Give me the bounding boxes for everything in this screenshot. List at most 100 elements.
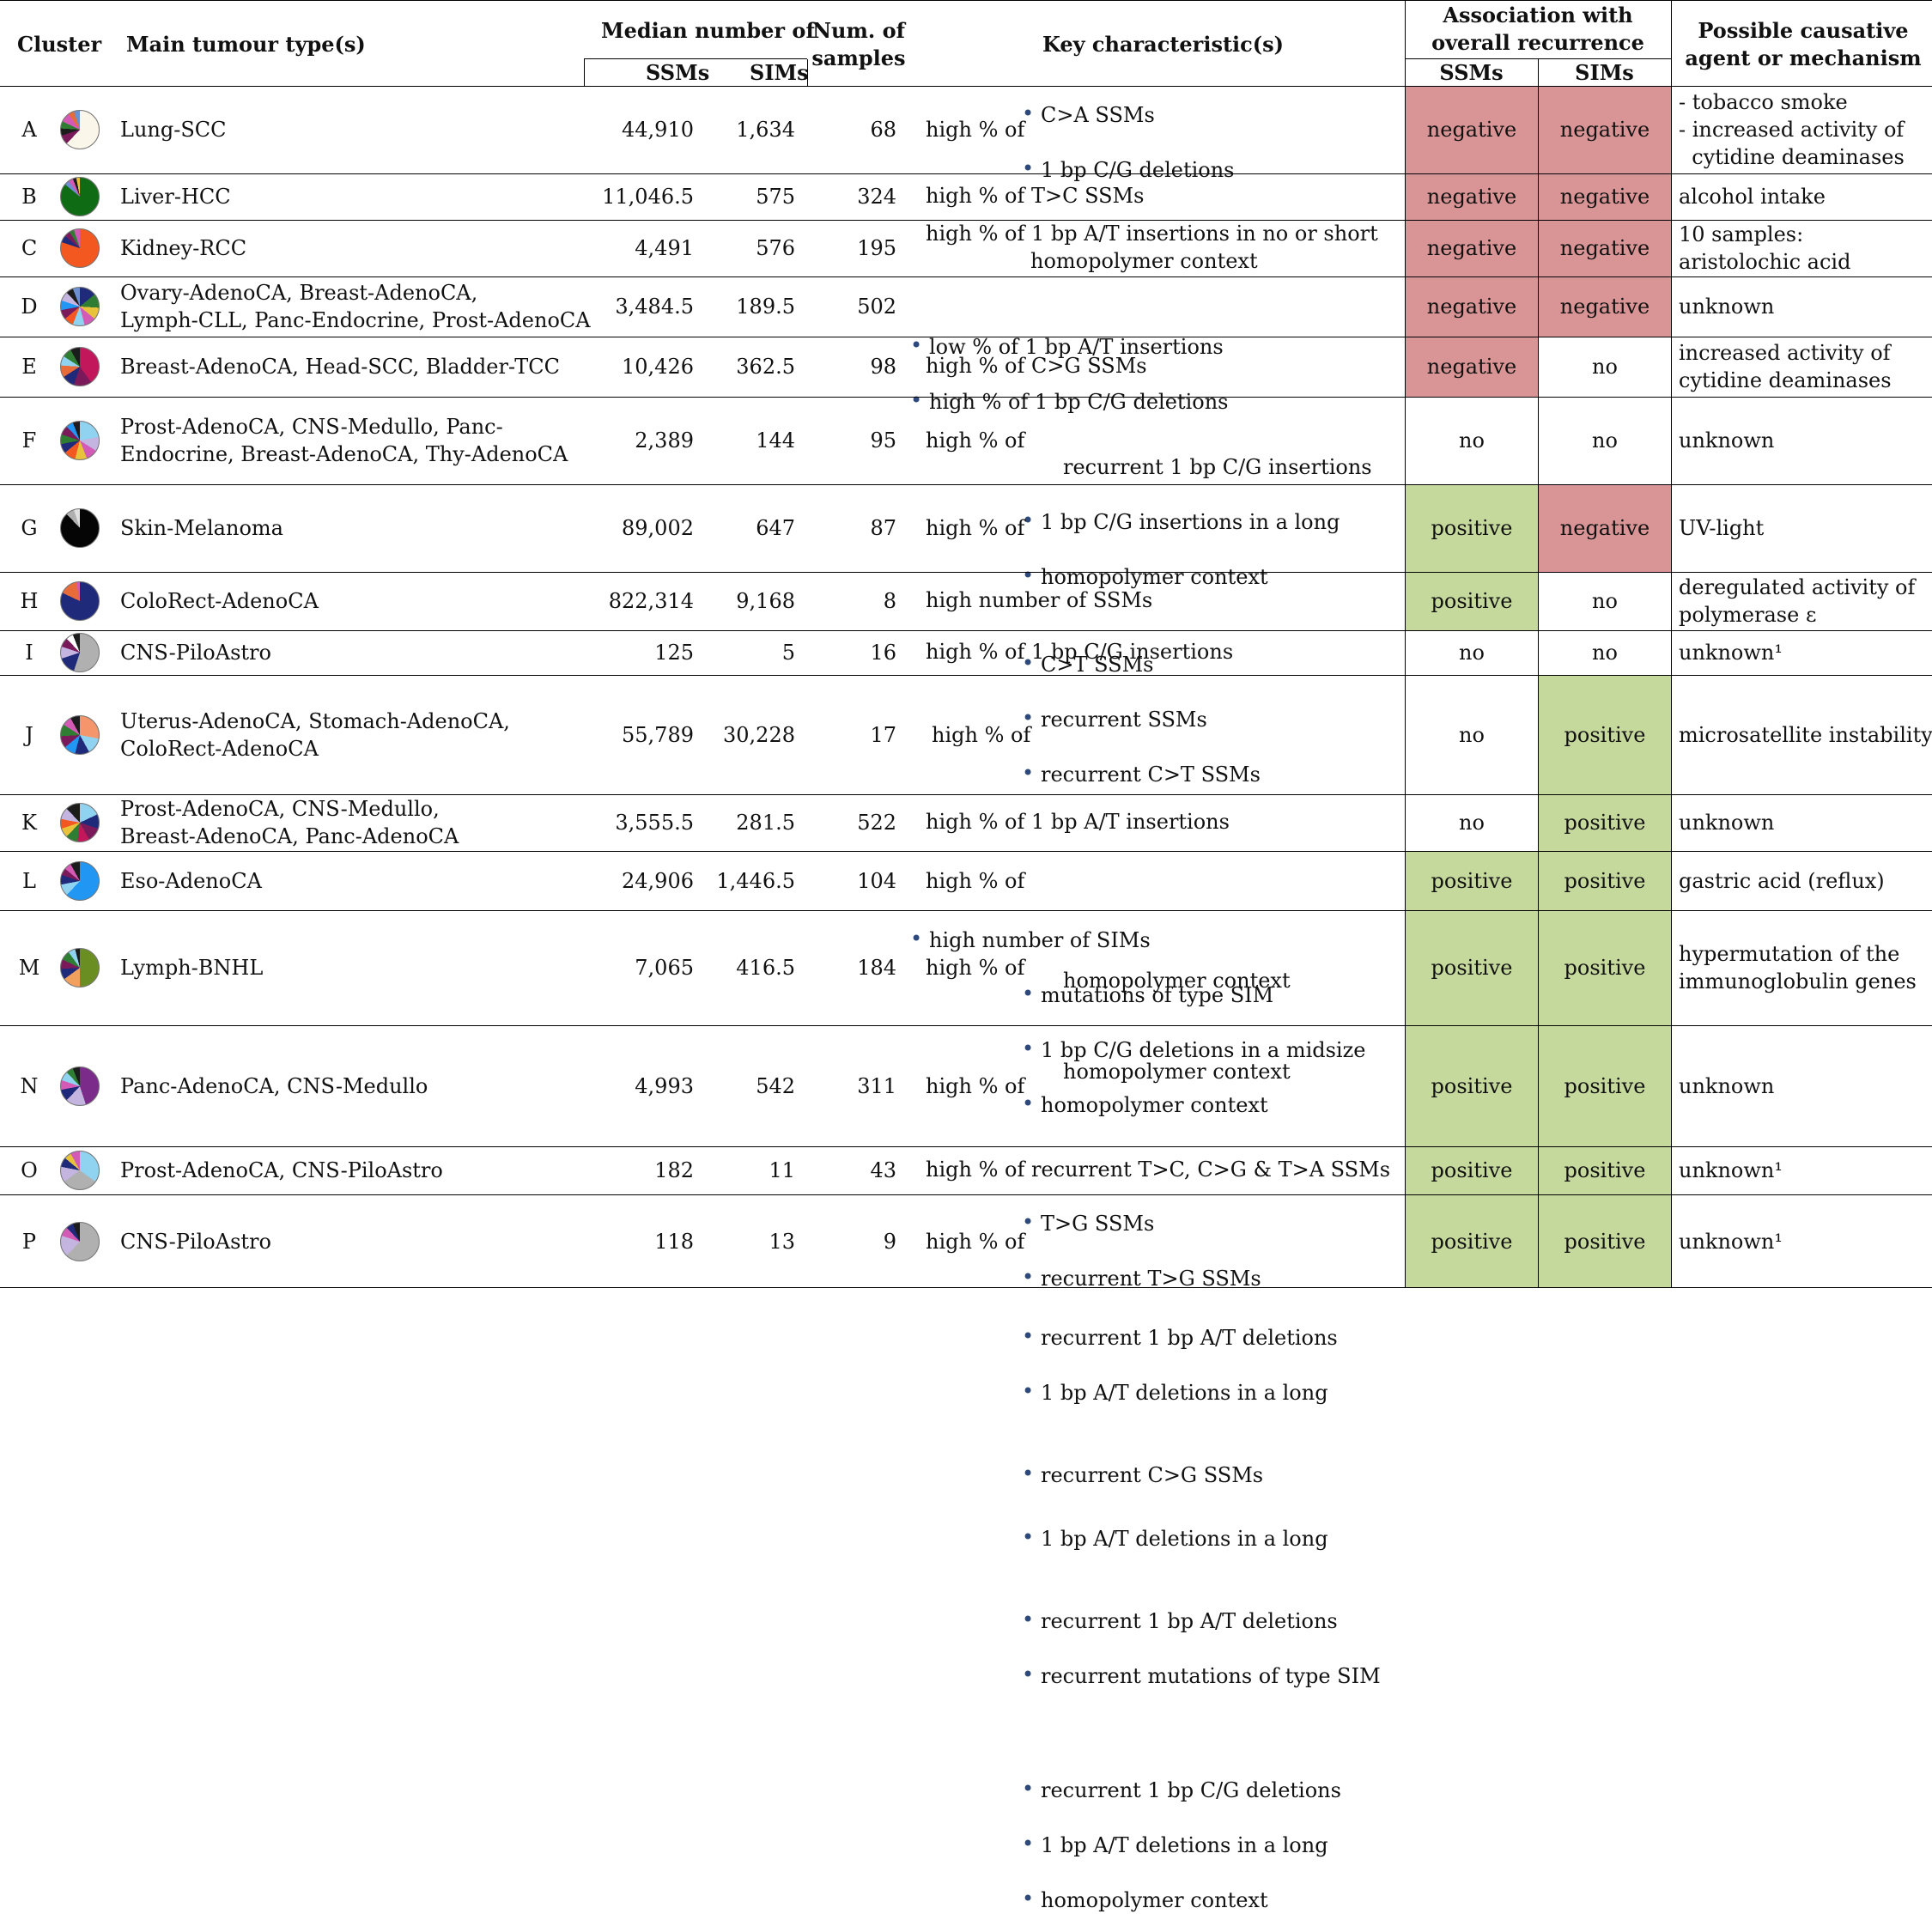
median-sims: 542 <box>756 1073 795 1098</box>
tumour-type-text: Kidney-RCC <box>120 236 247 260</box>
cause-text: UV-light <box>1679 516 1765 540</box>
assoc-ssm-label: positive <box>1431 1229 1513 1254</box>
row-rule <box>0 910 1932 911</box>
num-samples: 9 <box>883 1229 896 1254</box>
key-characteristic: high % of recurrent T>C, C>G & T>A SSMs <box>926 1158 1391 1182</box>
tumour-type-text: Prost-AdenoCA, CNS-Medullo, Panc- <box>120 415 503 439</box>
key-characteristic: 1 bp C/G insertions in a long <box>1018 507 1932 536</box>
median-sims: 30,228 <box>723 722 795 747</box>
cause-text: hypermutation of the <box>1679 942 1900 966</box>
assoc-sim-label: no <box>1592 428 1618 453</box>
cluster-pie-icon <box>60 714 100 755</box>
cause-text: 10 samples: <box>1679 222 1804 246</box>
median-sims: 1,634 <box>736 118 795 142</box>
key-characteristic: recurrent C>G SSMs <box>1018 1460 1932 1489</box>
tumour-type-text: Prost-AdenoCA, CNS-PiloAstro <box>120 1158 443 1182</box>
header-assoc-2: overall recurrence <box>1431 30 1644 55</box>
assoc-ssm-label: positive <box>1431 868 1513 893</box>
key-characteristic: homopolymer context <box>1063 1059 1291 1084</box>
assoc-sim-cell <box>1539 1147 1671 1194</box>
cluster-id: O <box>21 1158 38 1182</box>
key-characteristic: recurrent 1 bp C/G deletions <box>1018 1775 1932 1804</box>
num-samples: 522 <box>857 811 896 835</box>
cluster-pie-icon <box>60 177 100 216</box>
key-characteristic: recurrent mutations of type SIM <box>1018 1661 1932 1690</box>
cluster-pie-icon <box>60 347 100 386</box>
cluster-id: C <box>21 236 38 260</box>
cluster-pie-icon <box>60 287 100 326</box>
header-samples-2: samples <box>811 46 906 70</box>
median-sims: 576 <box>756 236 795 260</box>
median-sims: 13 <box>769 1229 795 1254</box>
assoc-ssm-cell <box>1406 852 1538 910</box>
assoc-ssm-label: positive <box>1431 1073 1513 1098</box>
header-assoc-sims: SIMs <box>1575 60 1634 85</box>
row-rule <box>0 675 1932 676</box>
tumour-type-text: Endocrine, Breast-AdenoCA, Thy-AdenoCA <box>120 442 568 466</box>
median-ssms: 118 <box>654 1229 694 1254</box>
key-prefix: high % of <box>926 428 1025 453</box>
median-ssms: 55,789 <box>622 722 694 747</box>
key-prefix: high % of <box>926 118 1025 142</box>
assoc-ssm-label: no <box>1459 641 1485 665</box>
cause-text: polymerase ε <box>1679 603 1817 627</box>
key-characteristic: recurrent C>T SSMs <box>1018 759 1932 788</box>
row-rule <box>0 276 1932 277</box>
assoc-sim-label: negative <box>1559 295 1650 319</box>
key-characteristic: 1 bp C/G deletions <box>1018 155 1932 184</box>
median-sims: 281.5 <box>736 811 795 835</box>
header-key: Key characteristic(s) <box>1042 32 1284 57</box>
key-characteristic: high % of 1 bp A/T insertions in no or s… <box>926 222 1378 246</box>
row-rule <box>0 1146 1932 1147</box>
cause-text: cytidine deaminases <box>1679 368 1892 392</box>
median-sims: 575 <box>756 185 795 209</box>
cluster-pie-icon <box>60 228 100 268</box>
num-samples: 184 <box>857 956 896 980</box>
tumour-type-text: Eso-AdenoCA <box>120 868 262 893</box>
assoc-sim-label: positive <box>1564 1229 1646 1254</box>
assoc-sim-cell <box>1539 174 1671 220</box>
assoc-ssm-cell <box>1406 221 1538 276</box>
key-prefix: high % of <box>932 722 1031 747</box>
median-ssms: 89,002 <box>622 516 694 540</box>
tumour-type-text: CNS-PiloAstro <box>120 641 271 665</box>
assoc-ssm-cell <box>1406 337 1538 397</box>
median-ssms: 3,484.5 <box>615 295 694 319</box>
key-characteristic: recurrent 1 bp A/T deletions <box>1018 1606 1932 1635</box>
median-sims: 1,446.5 <box>716 868 795 893</box>
tumour-type-text: Panc-AdenoCA, CNS-Medullo <box>120 1073 428 1098</box>
header-assoc-ssms: SSMs <box>1439 60 1504 85</box>
key-characteristic: high % of 1 bp A/T insertions <box>926 810 1230 834</box>
key-characteristic: homopolymer context <box>1018 1090 1932 1119</box>
assoc-sim-label: negative <box>1559 516 1650 540</box>
median-ssms: 182 <box>654 1158 694 1182</box>
key-prefix: high % of <box>926 516 1025 540</box>
row-rule <box>0 173 1932 174</box>
cluster-id: F <box>21 428 37 453</box>
key-characteristic: homopolymer context <box>1018 1885 1932 1914</box>
key-prefix: high % of <box>926 956 1025 980</box>
assoc-ssm-cell <box>1406 277 1538 337</box>
row-rule <box>0 220 1932 221</box>
column-rule <box>1405 0 1406 1288</box>
cluster-id: K <box>21 811 37 835</box>
median-sims: 9,168 <box>736 589 795 613</box>
assoc-sim-label: negative <box>1559 236 1650 260</box>
assoc-sim-label: positive <box>1564 722 1646 747</box>
assoc-ssm-cell <box>1406 1147 1538 1194</box>
cluster-id: B <box>21 185 37 209</box>
key-characteristic: recurrent SSMs <box>1018 704 1932 733</box>
header-cluster: Cluster <box>17 32 102 57</box>
key-characteristic: high % of C>G SSMs <box>926 354 1147 378</box>
assoc-ssm-label: no <box>1459 811 1485 835</box>
key-characteristic: C>A SSMs <box>1018 100 1932 129</box>
key-characteristic: homopolymer context <box>1030 249 1258 273</box>
assoc-sim-cell <box>1539 221 1671 276</box>
median-ssms: 11,046.5 <box>602 185 694 209</box>
cause-text: aristolochic acid <box>1679 250 1851 274</box>
assoc-ssm-label: negative <box>1426 355 1517 379</box>
median-sims: 189.5 <box>736 295 795 319</box>
cause-text: alcohol intake <box>1679 185 1826 209</box>
assoc-ssm-label: negative <box>1426 185 1517 209</box>
